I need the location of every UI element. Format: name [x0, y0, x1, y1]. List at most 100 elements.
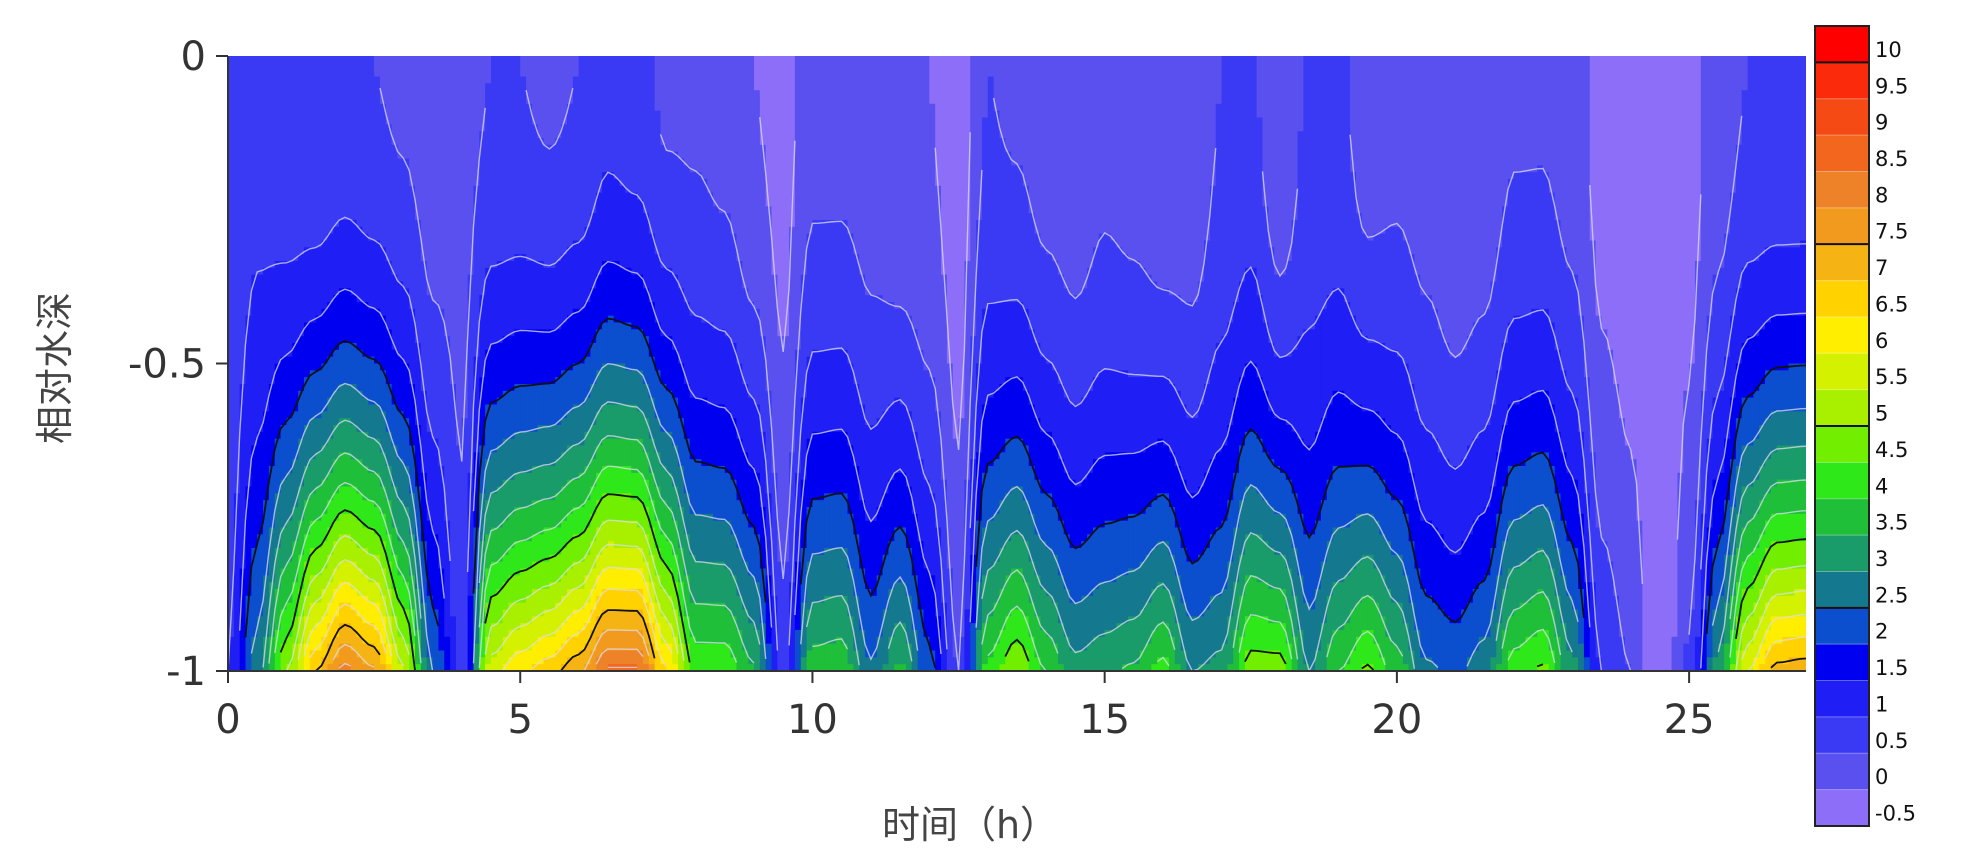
contour-cell: [350, 541, 358, 563]
contour-cell: [444, 636, 451, 671]
contour-cell: [625, 438, 632, 467]
contour-cell: [993, 643, 1001, 671]
contour-cell: [1180, 302, 1188, 406]
contour-cell: [303, 466, 311, 501]
contour-cell: [350, 343, 358, 385]
contour-cell: [485, 83, 492, 269]
contour-cell: [280, 643, 288, 671]
contour-cell: [438, 568, 445, 652]
contour-cell: [1221, 643, 1228, 671]
contour-cell: [350, 589, 358, 611]
contour-cell: [1320, 418, 1328, 501]
contour-cell: [1087, 267, 1094, 392]
contour-cell: [479, 56, 486, 132]
contour-cell: [415, 541, 422, 590]
contour-cell: [473, 356, 480, 453]
contour-cell: [1794, 247, 1801, 317]
contour-line: [1244, 649, 1287, 665]
contour-cell: [537, 425, 545, 467]
contour-cell: [1063, 472, 1071, 535]
contour-cell: [1730, 554, 1737, 597]
contour-cell: [561, 254, 568, 324]
contour-cell: [1104, 452, 1112, 522]
contour-cell: [485, 404, 492, 460]
contour-cell: [1075, 295, 1082, 406]
contour-cell: [876, 575, 884, 638]
contour-cell: [1566, 267, 1573, 392]
contour-cell: [1472, 589, 1480, 652]
contour-cell: [1256, 582, 1264, 617]
contour-cell: [1017, 643, 1024, 671]
contour-cell: [631, 500, 638, 522]
contour-cell: [344, 384, 352, 419]
contour-cell: [1291, 595, 1299, 638]
contour-cell: [905, 56, 913, 317]
contour-cell: [1379, 418, 1386, 481]
contour-cell: [1753, 513, 1760, 549]
contour-cell: [292, 343, 299, 412]
contour-cell: [379, 56, 387, 105]
contour-cell: [280, 261, 288, 358]
contour-cell: [812, 220, 819, 351]
contour-cell: [829, 220, 837, 351]
contour-cell: [566, 411, 574, 447]
contour-cell: [701, 56, 708, 180]
contour-cell: [678, 548, 685, 583]
contour-cell: [789, 452, 796, 583]
contour-cell: [958, 56, 965, 419]
contour-cell: [689, 513, 697, 556]
contour-cell: [1583, 582, 1591, 658]
colorbar-swatch: [1815, 644, 1869, 682]
contour-cell: [566, 541, 574, 570]
contour-cell: [607, 609, 615, 631]
contour-cell: [1326, 643, 1334, 671]
contour-line: [788, 347, 948, 650]
contour-cell: [344, 513, 352, 535]
contour-cell: [362, 575, 369, 597]
contour-line: [812, 638, 849, 650]
contour-cell: [865, 425, 872, 522]
contour-cell: [1759, 425, 1766, 467]
contour-cell: [1239, 636, 1246, 671]
contour-cell: [637, 438, 644, 474]
contour-cell: [1788, 56, 1795, 248]
contour-cell: [1005, 302, 1012, 378]
contour-cell: [286, 472, 293, 522]
contour-cell: [619, 438, 627, 467]
contour-cell: [403, 548, 410, 583]
contour-cell: [1063, 636, 1071, 671]
contour-cell: [1502, 630, 1509, 671]
contour-cell: [1385, 226, 1392, 351]
contour-cell: [765, 206, 773, 392]
contour-cell: [1198, 56, 1205, 283]
contour-cell: [1151, 56, 1158, 283]
contour-cell: [1350, 520, 1357, 570]
contour-cell: [1040, 630, 1047, 671]
contour-cell: [1326, 295, 1334, 406]
contour-cell: [502, 438, 510, 481]
contour-cell: [1332, 630, 1340, 671]
contour-cell: [473, 589, 480, 645]
contour-cell: [666, 56, 673, 153]
contour-cell: [1636, 56, 1643, 522]
contour-cell: [619, 630, 627, 652]
contour-cell: [1128, 452, 1135, 515]
contour-cell: [771, 595, 778, 671]
contour-cell: [631, 630, 638, 652]
contour-cell: [1069, 602, 1077, 652]
contour-cell: [1507, 650, 1515, 671]
contour-cell: [1139, 513, 1147, 563]
colorbar-label: 5: [1875, 402, 1888, 426]
contour-cell: [1554, 636, 1562, 671]
contour-cell: [1414, 568, 1421, 631]
contour-cell: [1531, 172, 1538, 310]
contour-cell: [309, 650, 317, 671]
contour-cell: [584, 397, 591, 433]
contour-cell: [905, 548, 913, 597]
contour-cell: [1548, 609, 1556, 652]
colorbar: 109.598.587.576.565.554.543.532.521.510.…: [1814, 25, 1916, 827]
contour-cell: [1198, 486, 1205, 556]
contour-cell: [1280, 657, 1287, 671]
contour-cell: [1782, 56, 1790, 248]
contour-cell: [1022, 445, 1030, 501]
